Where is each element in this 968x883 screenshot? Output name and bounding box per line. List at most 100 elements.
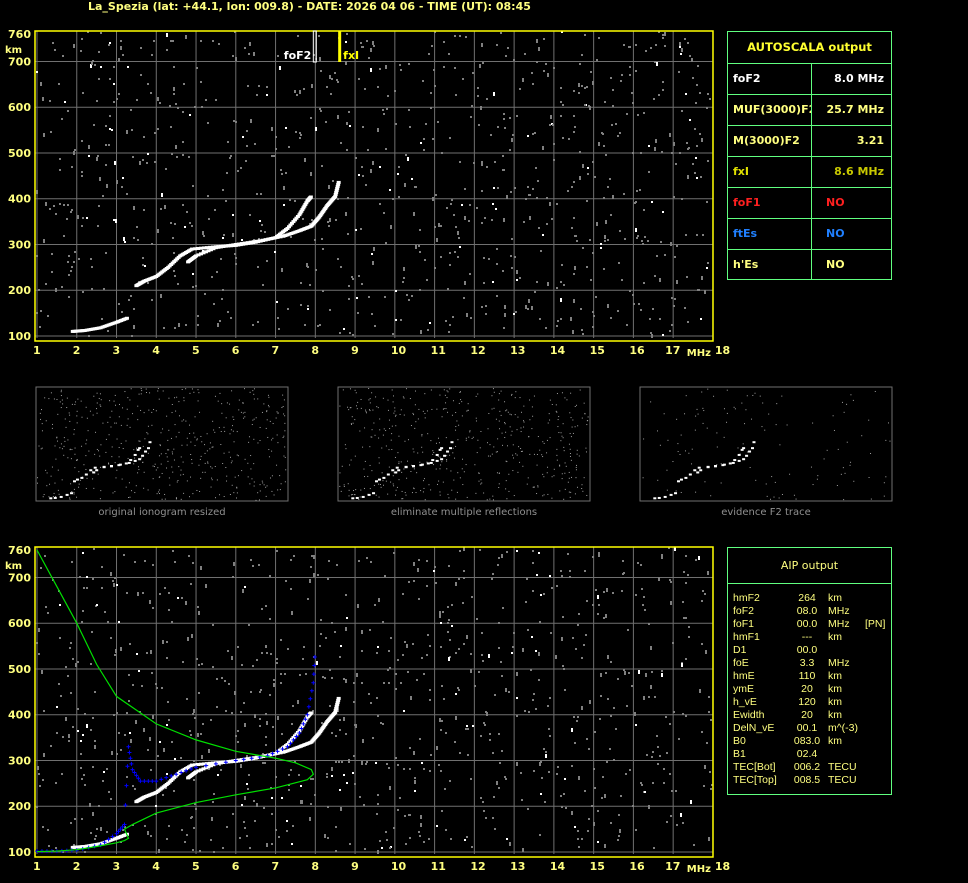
thumb-noise	[138, 466, 140, 468]
thumb-noise	[480, 479, 482, 481]
thumb-noise	[523, 420, 525, 422]
noise-dot	[409, 768, 411, 770]
noise-dot	[109, 128, 111, 130]
aip-cell: hmF2	[733, 592, 760, 604]
trace-point	[298, 211, 303, 215]
noise-dot	[133, 308, 135, 310]
thumb-noise	[200, 455, 202, 457]
noise-dot	[637, 114, 639, 116]
x-tick-label: 17	[665, 860, 680, 873]
noise-dot	[79, 576, 81, 578]
fit-point	[130, 767, 135, 772]
thumb-noise	[243, 388, 245, 390]
y-tick-label: 400	[8, 193, 31, 206]
noise-dot	[656, 735, 658, 737]
noise-dot	[534, 291, 536, 293]
noise-dot	[516, 115, 518, 117]
noise-dot	[370, 68, 372, 72]
thumb-noise	[370, 436, 372, 438]
noise-dot	[69, 647, 71, 649]
noise-dot	[478, 671, 480, 673]
param-name: fxI	[728, 157, 812, 187]
thumb-trace	[740, 448, 744, 451]
x-tick-label: 6	[232, 860, 240, 873]
noise-dot	[598, 142, 600, 146]
noise-dot	[635, 829, 637, 831]
marker-fof2	[312, 30, 317, 63]
noise-dot	[635, 594, 637, 596]
noise-dot	[311, 219, 313, 221]
noise-dot	[504, 307, 506, 309]
noise-dot	[627, 629, 629, 631]
noise-dot	[316, 661, 318, 665]
noise-dot	[192, 185, 194, 187]
thumb-noise	[189, 392, 191, 394]
noise-dot	[428, 838, 430, 840]
thumb-noise	[439, 491, 441, 493]
noise-dot	[707, 93, 709, 95]
autoscala-row-ftes: ftEs NO	[728, 219, 891, 250]
thumb-noise	[37, 482, 39, 484]
thumbnail-frame	[337, 386, 591, 502]
noise-dot	[669, 330, 671, 332]
noise-dot	[160, 208, 162, 210]
thumb-noise	[523, 426, 525, 428]
noise-dot	[168, 825, 170, 827]
thumb-noise	[73, 488, 75, 490]
aip-row: foF2 08.0 MHz	[733, 605, 891, 618]
thumb-noise	[257, 442, 259, 444]
thumb-noise	[109, 416, 111, 418]
noise-dot	[635, 70, 637, 72]
trace-point	[223, 244, 228, 248]
noise-dot	[502, 270, 504, 272]
noise-dot	[483, 257, 485, 259]
noise-dot	[432, 138, 434, 140]
thumb-noise	[225, 467, 227, 469]
x-tick-label: 1	[33, 860, 41, 873]
noise-dot	[386, 763, 388, 765]
fit-point	[184, 768, 189, 773]
thumb-noise	[795, 498, 797, 500]
noise-dot	[586, 200, 588, 202]
x-tick-label: 15	[590, 860, 605, 873]
noise-dot	[635, 228, 637, 232]
noise-dot	[281, 268, 283, 272]
param-name: MUF(3000)F2	[728, 95, 812, 125]
aip-cell: 20	[801, 683, 813, 695]
noise-dot	[441, 152, 443, 154]
thumb-noise	[369, 488, 371, 490]
thumb-noise	[445, 437, 447, 439]
thumb-noise	[59, 447, 61, 449]
thumb-noise	[559, 464, 561, 466]
thumb-noise	[502, 444, 504, 446]
thumb-noise	[391, 448, 393, 450]
thumb-noise	[574, 426, 576, 428]
noise-dot	[37, 766, 39, 770]
noise-dot	[524, 710, 526, 712]
noise-dot	[113, 83, 115, 85]
thumb-noise	[769, 498, 771, 500]
noise-dot	[266, 652, 268, 654]
thumb-noise	[378, 457, 380, 459]
thumb-noise	[357, 401, 359, 403]
noise-dot	[430, 754, 432, 756]
noise-dot	[43, 753, 45, 757]
noise-dot	[233, 120, 235, 122]
thumb-noise	[435, 468, 437, 470]
thumb-noise	[152, 478, 154, 480]
noise-dot	[307, 305, 309, 307]
noise-dot	[493, 796, 495, 798]
fit-point	[233, 758, 238, 763]
thumb-noise	[181, 420, 183, 422]
noise-dot	[535, 167, 537, 169]
thumb-noise	[48, 398, 50, 400]
noise-dot	[613, 707, 615, 709]
thumb-noise	[60, 391, 62, 393]
thumb-noise	[354, 419, 356, 421]
noise-dot	[263, 807, 265, 809]
thumb-noise	[268, 456, 270, 458]
noise-dot	[448, 657, 450, 661]
noise-dot	[231, 712, 233, 714]
noise-dot	[431, 45, 433, 47]
noise-dot	[587, 167, 589, 169]
